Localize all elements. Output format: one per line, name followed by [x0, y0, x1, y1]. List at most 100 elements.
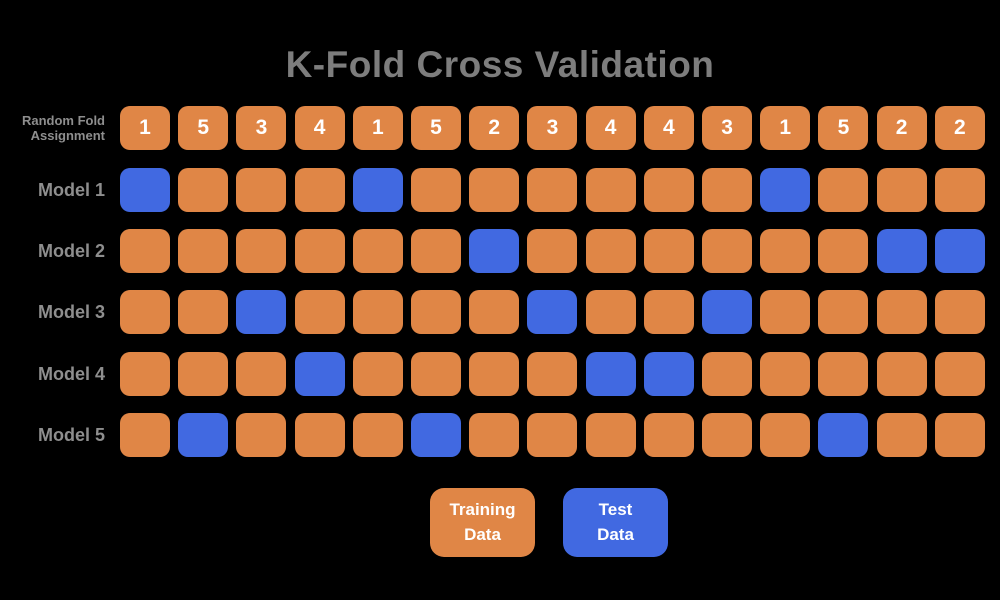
- model-row: Model 2: [0, 229, 1000, 273]
- train-cell: [585, 413, 636, 457]
- train-cell: [643, 290, 694, 334]
- train-cell: [818, 168, 869, 212]
- train-cell: [643, 229, 694, 273]
- train-cell: [702, 229, 753, 273]
- fold-cell: 1: [352, 106, 403, 150]
- train-cell: [876, 168, 927, 212]
- train-cell: [178, 352, 229, 396]
- train-cell: [411, 290, 462, 334]
- train-cell: [643, 413, 694, 457]
- train-cell: [469, 352, 520, 396]
- fold-assignment-label-line2: Assignment: [30, 128, 105, 143]
- legend-training-data: Training Data: [430, 488, 535, 557]
- legend-test-label-line2: Data: [597, 524, 634, 544]
- legend-test-data: Test Data: [563, 488, 668, 557]
- train-cell: [236, 352, 287, 396]
- test-cell: [643, 352, 694, 396]
- fold-cell: 4: [585, 106, 636, 150]
- fold-cell: 4: [643, 106, 694, 150]
- train-cell: [527, 352, 578, 396]
- model-cells: [120, 352, 985, 396]
- train-cell: [352, 290, 403, 334]
- legend-training-label-line2: Data: [464, 524, 501, 544]
- train-cell: [643, 168, 694, 212]
- train-cell: [527, 413, 578, 457]
- train-cell: [934, 413, 985, 457]
- model-cells: [120, 413, 985, 457]
- fold-cell: 5: [411, 106, 462, 150]
- train-cell: [411, 229, 462, 273]
- train-cell: [469, 290, 520, 334]
- train-cell: [760, 290, 811, 334]
- train-cell: [236, 168, 287, 212]
- model-label: Model 5: [37, 424, 105, 445]
- test-cell: [527, 290, 578, 334]
- test-cell: [469, 229, 520, 273]
- train-cell: [818, 229, 869, 273]
- test-cell: [120, 168, 170, 212]
- model-row: Model 1: [0, 168, 1000, 212]
- model-row: Model 3: [0, 290, 1000, 334]
- train-cell: [702, 352, 753, 396]
- train-cell: [294, 229, 345, 273]
- legend-training-label-line1: Training: [449, 499, 516, 519]
- train-cell: [352, 352, 403, 396]
- legend-test-label-line1: Test: [598, 499, 633, 519]
- test-cell: [934, 229, 985, 273]
- model-label: Model 3: [37, 301, 105, 322]
- train-cell: [120, 413, 170, 457]
- fold-cell: 5: [818, 106, 869, 150]
- page-title: K-Fold Cross Validation: [285, 44, 715, 85]
- train-cell: [178, 168, 229, 212]
- train-cell: [120, 290, 170, 334]
- fold-cell: 3: [702, 106, 753, 150]
- fold-cell: 1: [120, 106, 170, 150]
- train-cell: [934, 352, 985, 396]
- model-row: Model 4: [0, 352, 1000, 396]
- train-cell: [760, 229, 811, 273]
- model-label: Model 1: [37, 179, 105, 200]
- train-cell: [469, 413, 520, 457]
- train-cell: [294, 413, 345, 457]
- test-cell: [236, 290, 287, 334]
- fold-cell: 5: [178, 106, 229, 150]
- model-cells: [120, 229, 985, 273]
- test-cell: [818, 413, 869, 457]
- fold-cell: 2: [876, 106, 927, 150]
- test-cell: [876, 229, 927, 273]
- fold-cell: 1: [760, 106, 811, 150]
- train-cell: [760, 413, 811, 457]
- train-cell: [120, 352, 170, 396]
- test-cell: [411, 413, 462, 457]
- fold-cell: 2: [469, 106, 520, 150]
- train-cell: [236, 229, 287, 273]
- train-cell: [818, 352, 869, 396]
- train-cell: [527, 168, 578, 212]
- fold-assignment-label: Random Fold Assignment: [0, 113, 105, 144]
- train-cell: [352, 229, 403, 273]
- test-cell: [760, 168, 811, 212]
- model-cells: [120, 168, 985, 212]
- fold-cell: 2: [934, 106, 985, 150]
- train-cell: [469, 168, 520, 212]
- train-cell: [120, 229, 170, 273]
- train-cell: [818, 290, 869, 334]
- train-cell: [934, 168, 985, 212]
- legend: Training Data Test Data: [430, 488, 668, 557]
- train-cell: [876, 290, 927, 334]
- train-cell: [294, 290, 345, 334]
- fold-cell: 3: [527, 106, 578, 150]
- train-cell: [585, 229, 636, 273]
- fold-cell: 4: [294, 106, 345, 150]
- model-row: Model 5: [0, 413, 1000, 457]
- fold-assignment-label-line1: Random Fold: [21, 112, 105, 128]
- model-label: Model 4: [37, 363, 105, 384]
- train-cell: [236, 413, 287, 457]
- train-cell: [352, 413, 403, 457]
- train-cell: [178, 229, 229, 273]
- train-cell: [876, 413, 927, 457]
- train-cell: [294, 168, 345, 212]
- train-cell: [702, 168, 753, 212]
